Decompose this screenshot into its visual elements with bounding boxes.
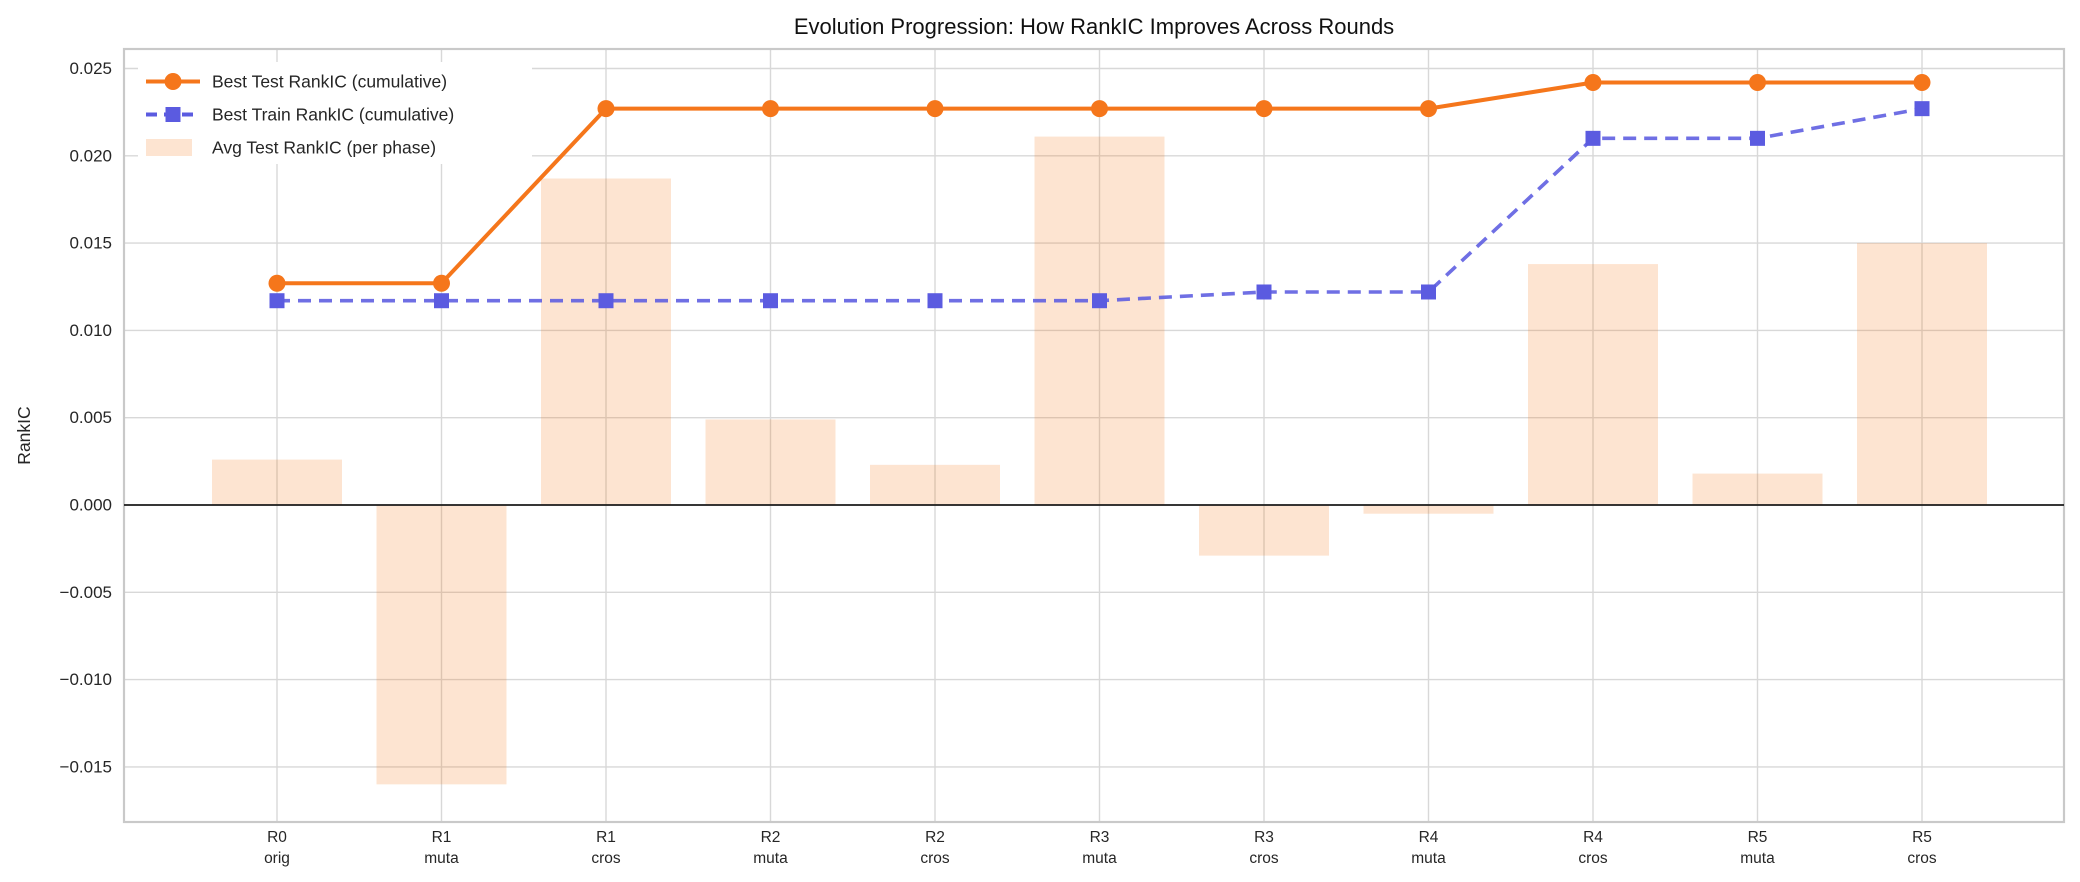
grid xyxy=(124,49,2064,822)
marker-square xyxy=(1914,101,1930,117)
marker-square xyxy=(1585,130,1601,146)
bar xyxy=(1857,243,1987,505)
marker-circle xyxy=(597,100,615,118)
marker-square xyxy=(1421,284,1436,300)
marker-circle xyxy=(268,274,286,292)
bar xyxy=(705,419,836,505)
bar xyxy=(1692,473,1823,505)
y-tick-label: −0.010 xyxy=(60,670,112,689)
marker-circle xyxy=(762,100,779,118)
marker-circle xyxy=(1091,100,1108,118)
legend-label: Best Test RankIC (cumulative) xyxy=(212,72,447,92)
bar xyxy=(1199,505,1329,556)
bar xyxy=(541,178,671,506)
x-tick-label: R3 cros xyxy=(1249,829,1279,867)
bar xyxy=(212,459,342,505)
y-tick-label: 0.000 xyxy=(69,496,112,515)
marker-circle xyxy=(1749,73,1766,91)
marker-circle xyxy=(1584,73,1602,91)
marker-square xyxy=(598,293,614,309)
x-tick-label: R2 cros xyxy=(920,829,950,867)
y-tick-label: 0.010 xyxy=(69,321,112,340)
x-tick-label: R1 muta xyxy=(424,829,459,867)
x-tick-label: R3 muta xyxy=(1082,829,1117,867)
legend: Best Test RankIC (cumulative) Best Train … xyxy=(138,62,532,164)
y-tick-label: 0.020 xyxy=(69,146,112,165)
y-tick-label: 0.005 xyxy=(69,408,112,427)
marker-square xyxy=(269,293,285,309)
legend-label: Best Train RankIC (cumulative) xyxy=(212,105,454,125)
legend-marker-square xyxy=(165,107,181,122)
x-tick-label: R4 cros xyxy=(1578,829,1608,867)
x-tick-label: R0 orig xyxy=(264,829,290,867)
line-best-test xyxy=(268,73,1931,292)
marker-square xyxy=(1750,130,1765,146)
bar xyxy=(1363,505,1494,514)
x-tick-label: R2 muta xyxy=(753,829,788,867)
legend-item: Best Train RankIC (cumulative) xyxy=(146,105,454,125)
marker-square xyxy=(1256,284,1272,300)
marker-square xyxy=(763,293,778,309)
y-tick-label: −0.005 xyxy=(60,583,112,602)
x-axis-labels: R0 orig R1 muta R1 cros R2 muta R2 cros R3 muta R3 cr… xyxy=(264,829,1937,867)
legend-item: Best Test RankIC (cumulative) xyxy=(146,72,447,92)
x-tick-label: R1 cros xyxy=(591,829,621,867)
x-tick-label: R5 muta xyxy=(1740,829,1775,867)
plot-border xyxy=(122,47,2066,824)
marker-square xyxy=(1092,293,1107,309)
marker-circle xyxy=(1420,100,1437,118)
marker-square xyxy=(927,293,943,309)
bar xyxy=(1034,136,1165,505)
y-axis-title: RankIC xyxy=(14,406,34,464)
y-tick-label: −0.015 xyxy=(60,757,112,776)
bar xyxy=(376,505,507,785)
y-axis-labels: −0.015 −0.010 −0.005 0.000 0.005 0.010 0.015 0.… xyxy=(60,59,112,776)
marker-circle xyxy=(1255,100,1273,118)
legend-item: Avg Test RankIC (per phase) xyxy=(146,138,436,158)
y-tick-label: 0.015 xyxy=(69,234,112,253)
x-tick-label: R4 muta xyxy=(1411,829,1446,867)
legend-marker-circle xyxy=(164,73,182,90)
chart-title: Evolution Progression: How RankIC Improv… xyxy=(794,14,1394,39)
legend-label: Avg Test RankIC (per phase) xyxy=(212,138,436,158)
legend-swatch-bar xyxy=(146,139,192,156)
marker-circle xyxy=(433,274,450,292)
x-tick-label: R5 cros xyxy=(1907,829,1937,867)
legend-box xyxy=(138,62,532,164)
marker-circle xyxy=(926,100,944,118)
bar xyxy=(870,464,1000,505)
bar xyxy=(1528,264,1658,505)
line-best-train xyxy=(269,101,1930,309)
marker-circle xyxy=(1913,73,1931,91)
marker-square xyxy=(434,293,449,309)
y-tick-label: 0.025 xyxy=(69,59,112,78)
bars-avg-test-rankic xyxy=(212,136,1987,785)
